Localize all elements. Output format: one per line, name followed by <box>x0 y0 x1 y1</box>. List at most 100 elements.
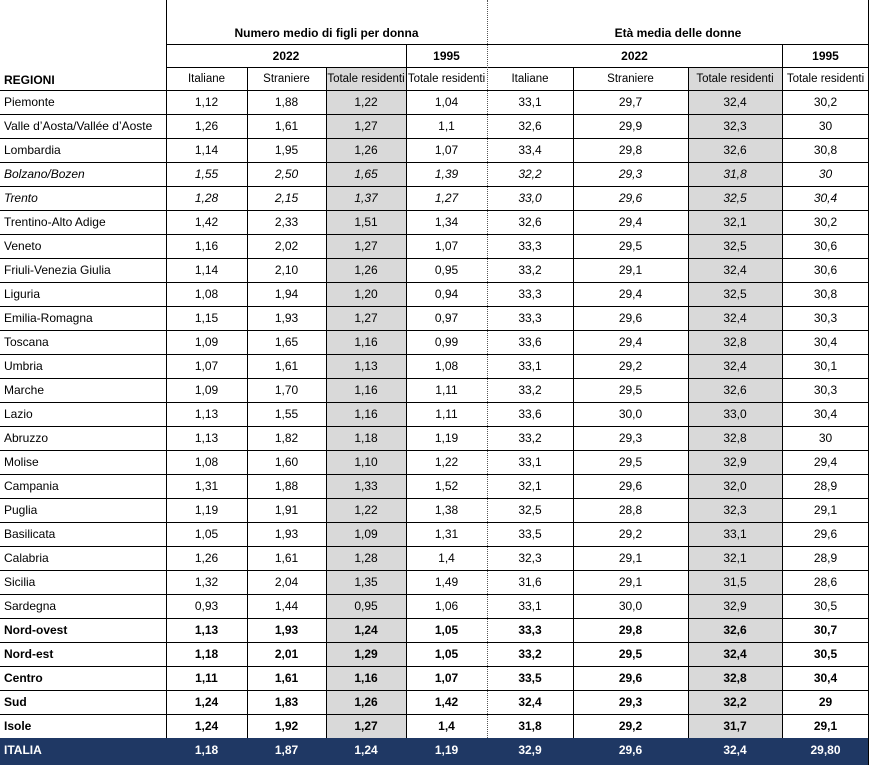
data-cell: 29,4 <box>618 287 643 301</box>
data-cell: 1,33 <box>354 479 378 493</box>
group-title-figli: Numero medio di figli per donna <box>234 26 419 40</box>
data-cell: 29,1 <box>813 719 838 733</box>
data-cell: 29,2 <box>618 527 643 541</box>
row-divider <box>0 378 869 379</box>
data-cell: 30,7 <box>813 623 838 637</box>
data-cell: 29,5 <box>618 383 643 397</box>
data-cell: 1,82 <box>274 431 299 445</box>
year-label: 2022 <box>272 49 300 63</box>
data-cell: 1,22 <box>354 503 378 517</box>
data-cell: 30,2 <box>813 215 838 229</box>
row-divider <box>0 282 869 283</box>
data-cell: 1,22 <box>434 455 459 469</box>
data-cell: 1,04 <box>434 95 459 109</box>
data-cell: 1,26 <box>194 551 219 565</box>
row-divider <box>0 354 869 355</box>
data-cell: 32,4 <box>723 263 747 277</box>
data-cell: 33,0 <box>518 191 542 205</box>
year-label: 1995 <box>433 49 460 63</box>
data-cell: 0,97 <box>434 311 459 325</box>
column-header: Totale residenti <box>327 73 405 85</box>
data-cell: 29,6 <box>618 671 643 685</box>
data-cell: 1,14 <box>194 143 219 157</box>
region-name: Sardegna <box>4 599 57 613</box>
region-name: Bolzano/Bozen <box>4 167 85 181</box>
row-divider <box>0 138 869 139</box>
data-cell: 1,07 <box>434 671 459 685</box>
data-cell: 32,6 <box>723 143 747 157</box>
data-cell: 29,5 <box>618 647 643 661</box>
data-cell: 29,1 <box>618 551 643 565</box>
data-cell: 32,5 <box>518 503 542 517</box>
row-divider <box>0 402 869 403</box>
regions-header: REGIONI <box>4 73 55 87</box>
col-divider <box>326 68 327 738</box>
data-cell: 33,1 <box>723 527 747 541</box>
shaded-column-bg <box>688 68 782 738</box>
data-cell: 29,1 <box>618 263 643 277</box>
data-cell: 32,3 <box>723 503 747 517</box>
data-cell: 31,6 <box>518 575 542 589</box>
data-cell: 32,8 <box>723 671 747 685</box>
year-label: 2022 <box>621 49 648 63</box>
data-cell: 30,3 <box>813 311 838 325</box>
data-cell: 29,8 <box>618 623 643 637</box>
data-cell: 30,8 <box>813 287 838 301</box>
data-cell: 28,8 <box>618 503 643 517</box>
row-divider <box>0 522 869 523</box>
row-divider <box>0 714 869 715</box>
column-header: Straniere <box>607 73 654 85</box>
data-cell: 1,24 <box>354 623 378 637</box>
data-cell: 1,10 <box>354 455 378 469</box>
region-name: Valle d’Aosta/Vallée d’Aoste <box>4 119 153 133</box>
group-separator <box>487 0 488 738</box>
data-cell: 1,61 <box>274 551 299 565</box>
row-divider <box>0 594 869 595</box>
data-cell: 1,29 <box>354 647 378 661</box>
data-cell: 32,1 <box>723 551 747 565</box>
data-cell: 30,0 <box>618 407 643 421</box>
data-cell: 1,26 <box>194 119 219 133</box>
data-cell: 1,55 <box>274 407 299 421</box>
col-divider <box>406 68 407 738</box>
region-name: Basilicata <box>4 527 56 541</box>
data-cell: 2,10 <box>274 263 299 277</box>
data-cell: 33,4 <box>518 143 542 157</box>
data-cell: 29,7 <box>618 95 643 109</box>
col-divider <box>688 68 689 738</box>
data-cell: 1,92 <box>274 719 299 733</box>
col-divider <box>247 68 248 738</box>
region-name: Friuli-Venezia Giulia <box>4 263 111 277</box>
data-cell: 32,8 <box>723 335 747 349</box>
data-cell: 29,6 <box>618 311 643 325</box>
data-cell: 29,5 <box>618 239 643 253</box>
data-cell: 31,5 <box>723 575 747 589</box>
region-name: Emilia-Romagna <box>4 311 93 325</box>
year-label: 1995 <box>812 49 839 63</box>
data-cell: 2,50 <box>274 167 299 181</box>
data-cell: 32,4 <box>723 311 747 325</box>
data-cell: 32,3 <box>723 119 747 133</box>
data-cell: 1,88 <box>274 479 299 493</box>
region-name: Abruzzo <box>4 431 49 445</box>
row-divider <box>0 642 869 643</box>
data-cell: 1,27 <box>354 311 378 325</box>
data-cell: 1,13 <box>194 431 219 445</box>
data-cell: 30 <box>818 119 833 133</box>
group-title-eta: Età media delle donne <box>614 26 742 40</box>
data-cell: 29,1 <box>618 575 643 589</box>
data-cell: 1,93 <box>274 527 299 541</box>
data-cell: 29,6 <box>618 479 643 493</box>
data-cell: 1,08 <box>434 359 459 373</box>
data-cell: 33,6 <box>518 335 542 349</box>
column-header: Straniere <box>263 73 310 85</box>
col-divider <box>782 68 783 738</box>
data-cell: 1,65 <box>354 167 378 181</box>
data-cell: 33,2 <box>518 383 542 397</box>
row-divider <box>0 570 869 571</box>
row-divider <box>0 690 869 691</box>
data-cell: 29,1 <box>813 503 838 517</box>
data-cell: 33,3 <box>518 311 542 325</box>
data-cell: 1,37 <box>354 191 378 205</box>
data-cell: 30,5 <box>813 647 838 661</box>
